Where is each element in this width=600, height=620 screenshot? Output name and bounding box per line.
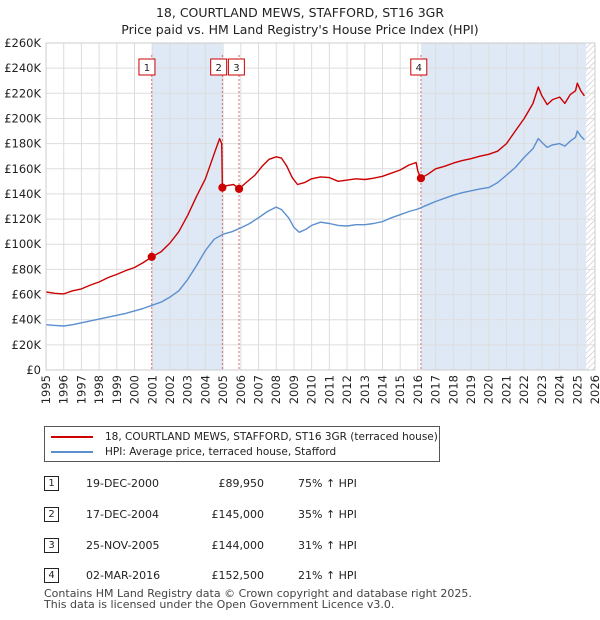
sale-hpi-change: 35% ↑ HPI xyxy=(298,508,357,521)
y-tick-label: £40K xyxy=(12,313,42,327)
x-tick-label: 2006 xyxy=(234,375,248,404)
sale-marker-box xyxy=(138,58,156,76)
footer-copyright: Contains HM Land Registry data © Crown c… xyxy=(44,587,472,600)
sale-number-badge: 1 xyxy=(44,476,59,491)
x-tick-label: 1996 xyxy=(57,375,71,404)
sale-date: 02-MAR-2016 xyxy=(86,569,161,582)
y-tick-label: £140K xyxy=(4,187,41,201)
table-row: 3 25-NOV-2005 £144,000 31% ↑ HPI xyxy=(0,538,600,554)
sale-marker-number: 4 xyxy=(416,63,422,74)
x-tick-label: 2021 xyxy=(499,375,513,404)
sale-number-badge: 3 xyxy=(44,538,59,553)
table-row: 1 19-DEC-2000 £89,950 75% ↑ HPI xyxy=(0,476,600,492)
x-tick-label: 2013 xyxy=(358,375,372,404)
x-tick-label: 1998 xyxy=(92,375,106,404)
legend-swatch-hpi xyxy=(51,451,93,453)
sale-hpi-change: 31% ↑ HPI xyxy=(298,539,357,552)
x-tick-label: 2002 xyxy=(163,375,177,404)
sale-number-badge: 2 xyxy=(44,507,59,522)
sale-point xyxy=(147,252,156,261)
x-tick-label: 2009 xyxy=(287,375,301,404)
y-tick-label: £180K xyxy=(4,137,41,151)
footer-licence: This data is licensed under the Open Gov… xyxy=(44,598,395,611)
x-tick-label: 2004 xyxy=(198,375,212,404)
sale-marker-number: 1 xyxy=(144,63,150,74)
chart-legend: 18, COURTLAND MEWS, STAFFORD, ST16 3GR (… xyxy=(44,426,440,462)
sale-date: 19-DEC-2000 xyxy=(86,477,160,490)
x-tick-label: 2015 xyxy=(393,375,407,404)
y-tick-label: £200K xyxy=(4,111,41,125)
y-tick-label: £80K xyxy=(12,262,42,276)
sale-point xyxy=(416,174,426,183)
x-tick-label: 1997 xyxy=(74,375,88,404)
hpi-line xyxy=(45,130,585,327)
sale-marker-number: 3 xyxy=(233,63,239,74)
sale-date: 25-NOV-2005 xyxy=(86,539,160,552)
price-chart: 1 2 3 4 £0 £20K £40K £60K £80K £100K £120K £140K £1… xyxy=(4,36,600,404)
sale-price: £89,950 xyxy=(218,477,265,490)
sale-price: £152,500 xyxy=(211,569,265,582)
x-tick-label: 2024 xyxy=(553,375,567,404)
shaded-period xyxy=(420,43,587,370)
forecast-hatch xyxy=(586,43,595,370)
sale-date: 17-DEC-2004 xyxy=(86,508,160,521)
x-tick-label: 2019 xyxy=(464,375,478,404)
y-tick-label: £0 xyxy=(26,363,41,377)
table-row: 4 02-MAR-2016 £152,500 21% ↑ HPI xyxy=(0,568,600,584)
legend-item-hpi: HPI: Average price, terraced house, Staf… xyxy=(51,445,336,459)
x-tick-label: 2023 xyxy=(535,375,549,404)
footer-attribution: Contains HM Land Registry data © Crown c… xyxy=(44,588,472,610)
sale-marker-box xyxy=(410,58,428,76)
shaded-period xyxy=(151,43,223,370)
x-tick-label: 2018 xyxy=(446,375,460,404)
sale-price: £144,000 xyxy=(211,539,265,552)
plot-frame xyxy=(45,42,596,371)
x-tick-label: 2026 xyxy=(588,375,600,404)
legend-label-hpi: HPI: Average price, terraced house, Staf… xyxy=(105,446,337,458)
y-tick-label: £160K xyxy=(4,162,41,176)
sale-marker-box xyxy=(210,58,228,76)
legend-item-property: 18, COURTLAND MEWS, STAFFORD, ST16 3GR (… xyxy=(51,430,438,444)
x-tick-label: 2005 xyxy=(216,375,230,404)
x-tick-label: 1999 xyxy=(110,375,124,404)
x-tick-label: 2000 xyxy=(128,375,142,404)
x-tick-label: 2020 xyxy=(482,375,496,404)
x-tick-label: 2025 xyxy=(570,375,584,404)
sale-marker-number: 2 xyxy=(215,63,221,74)
sale-marker-box xyxy=(227,58,245,76)
sale-number-badge: 4 xyxy=(44,568,59,583)
x-tick-label: 2016 xyxy=(411,375,425,404)
sale-hpi-change: 21% ↑ HPI xyxy=(298,569,357,582)
x-tick-label: 2014 xyxy=(375,375,389,404)
sale-price: £145,000 xyxy=(211,508,265,521)
x-tick-label: 2022 xyxy=(517,375,531,404)
x-tick-label: 2012 xyxy=(340,375,354,404)
y-tick-label: £60K xyxy=(12,288,42,302)
x-tick-label: 1995 xyxy=(39,375,53,404)
x-tick-label: 2001 xyxy=(145,375,159,404)
y-tick-label: £220K xyxy=(4,86,41,100)
legend-label-property: 18, COURTLAND MEWS, STAFFORD, ST16 3GR (… xyxy=(105,431,438,443)
y-tick-label: £20K xyxy=(12,338,42,352)
x-tick-label: 2008 xyxy=(269,375,283,404)
table-row: 2 17-DEC-2004 £145,000 35% ↑ HPI xyxy=(0,507,600,523)
sale-hpi-change: 75% ↑ HPI xyxy=(298,477,357,490)
y-tick-label: £120K xyxy=(4,212,41,226)
sale-point xyxy=(218,183,227,192)
sale-point xyxy=(234,184,244,193)
title-address: 18, COURTLAND MEWS, STAFFORD, ST16 3GR xyxy=(155,5,445,20)
chart-title: 18, COURTLAND MEWS, STAFFORD, ST16 3GR P… xyxy=(0,4,600,38)
x-tick-label: 2011 xyxy=(322,375,336,404)
x-tick-label: 2010 xyxy=(305,375,319,404)
y-tick-label: £260K xyxy=(4,36,41,50)
y-tick-label: £100K xyxy=(4,237,41,251)
y-tick-label: £240K xyxy=(4,61,41,75)
x-tick-label: 2017 xyxy=(429,375,443,404)
x-tick-label: 2003 xyxy=(181,375,195,404)
title-subtitle: Price paid vs. HM Land Registry's House … xyxy=(121,22,479,37)
x-tick-label: 2007 xyxy=(252,375,266,404)
legend-swatch-property xyxy=(51,436,93,438)
